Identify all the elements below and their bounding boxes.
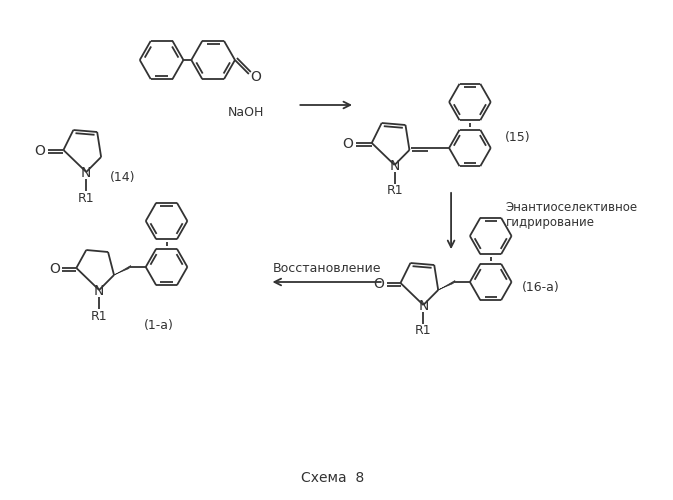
- Polygon shape: [114, 266, 131, 275]
- Text: R1: R1: [91, 310, 108, 322]
- Text: O: O: [250, 70, 261, 84]
- Text: (14): (14): [110, 170, 136, 183]
- Text: N: N: [81, 166, 92, 180]
- Text: O: O: [343, 137, 353, 151]
- Text: Энантиоселективное
гидрирование: Энантиоселективное гидрирование: [505, 201, 638, 229]
- Text: Схема  8: Схема 8: [302, 471, 365, 485]
- Text: R1: R1: [386, 184, 403, 198]
- Text: Восстановление: Восстановление: [273, 262, 382, 274]
- Text: R1: R1: [415, 324, 431, 338]
- Text: R1: R1: [78, 192, 95, 204]
- Text: O: O: [34, 144, 45, 158]
- Text: (1-a): (1-a): [143, 318, 174, 332]
- Text: N: N: [390, 159, 400, 173]
- Polygon shape: [437, 280, 455, 290]
- Text: O: O: [374, 277, 384, 291]
- Text: N: N: [418, 299, 429, 313]
- Text: NaOH: NaOH: [227, 106, 264, 118]
- Text: N: N: [94, 284, 104, 298]
- Text: O: O: [49, 262, 60, 276]
- Text: (16-a): (16-a): [522, 280, 559, 293]
- Text: (15): (15): [505, 132, 530, 144]
